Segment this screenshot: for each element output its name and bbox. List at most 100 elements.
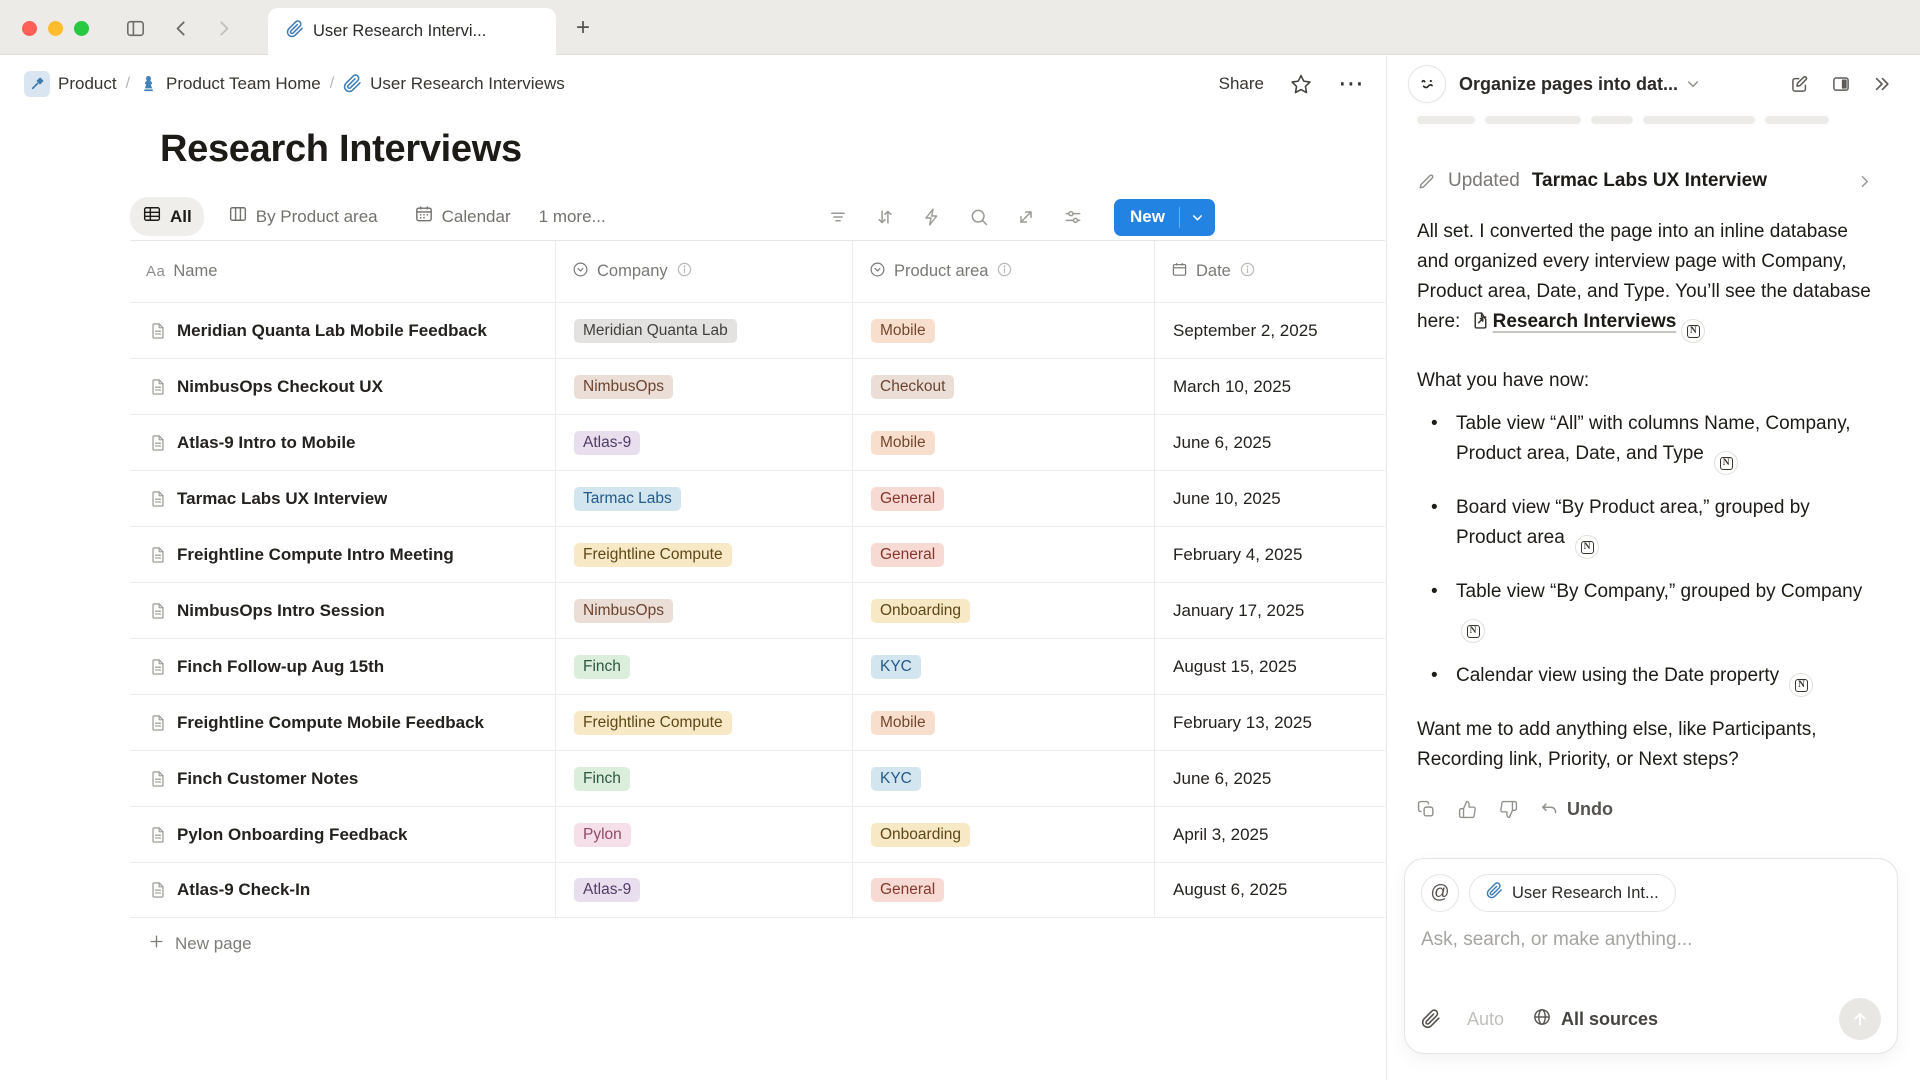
column-header-name[interactable]: Aa Name [130,241,556,302]
row-company-cell[interactable]: Finch [556,639,853,694]
thumbs-up-icon[interactable] [1458,800,1477,819]
row-date-cell[interactable]: January 17, 2025 [1155,583,1385,638]
expand-icon[interactable] [1016,207,1036,227]
chevron-down-icon[interactable] [1685,76,1701,92]
row-company-cell[interactable]: Tarmac Labs [556,471,853,526]
more-options-button[interactable]: ⋯ [1338,68,1365,98]
share-button[interactable]: Share [1218,73,1264,93]
row-date-cell[interactable]: February 4, 2025 [1155,527,1385,582]
browser-tab[interactable]: User Research Intervi... [268,8,556,55]
table-row[interactable]: Pylon Onboarding Feedback Pylon Onboardi… [130,806,1385,862]
row-name-cell[interactable]: NimbusOps Checkout UX [130,359,556,414]
undo-button[interactable]: Undo [1540,799,1613,820]
row-date-cell[interactable]: August 15, 2025 [1155,639,1385,694]
row-date-cell[interactable]: April 3, 2025 [1155,807,1385,862]
row-product-area-cell[interactable]: General [853,863,1155,917]
table-row[interactable]: Freightline Compute Mobile Feedback Frei… [130,694,1385,750]
row-product-area-cell[interactable]: KYC [853,751,1155,806]
breadcrumb-item-user-research-interviews[interactable]: User Research Interviews [343,74,565,94]
zoom-window-button[interactable] [74,21,89,36]
row-name-cell[interactable]: Atlas-9 Intro to Mobile [130,415,556,470]
row-company-cell[interactable]: NimbusOps [556,359,853,414]
minimize-window-button[interactable] [48,21,63,36]
column-header-product-area[interactable]: Product area [853,241,1155,302]
attach-icon[interactable] [1421,1009,1441,1029]
table-row[interactable]: Finch Follow-up Aug 15th Finch KYC Augus… [130,638,1385,694]
row-product-area-cell[interactable]: Onboarding [853,583,1155,638]
row-company-cell[interactable]: Finch [556,751,853,806]
row-product-area-cell[interactable]: Mobile [853,695,1155,750]
row-date-cell[interactable]: September 2, 2025 [1155,303,1385,358]
row-date-cell[interactable]: March 10, 2025 [1155,359,1385,414]
row-name-cell[interactable]: Meridian Quanta Lab Mobile Feedback [130,303,556,358]
notion-page-badge-icon[interactable]: N [1461,619,1485,643]
updated-page-chip[interactable]: Updated Tarmac Labs UX Interview [1417,170,1874,192]
breadcrumb-item-product-team-home[interactable]: Product Team Home [139,74,321,94]
table-row[interactable]: Tarmac Labs UX Interview Tarmac Labs Gen… [130,470,1385,526]
row-name-cell[interactable]: Finch Customer Notes [130,751,556,806]
row-date-cell[interactable]: August 6, 2025 [1155,863,1385,917]
row-company-cell[interactable]: Pylon [556,807,853,862]
info-icon[interactable] [676,261,693,283]
context-page-chip[interactable]: User Research Int... [1469,874,1676,912]
table-row[interactable]: NimbusOps Intro Session NimbusOps Onboar… [130,582,1385,638]
row-product-area-cell[interactable]: General [853,471,1155,526]
view-settings-icon[interactable] [1063,207,1083,227]
notion-page-badge-icon[interactable]: N [1575,535,1600,559]
ai-chat-scroll-area[interactable]: Updated Tarmac Labs UX Interview All set… [1387,112,1920,858]
new-chat-compose-icon[interactable] [1790,74,1810,94]
mention-button[interactable]: @ [1421,874,1459,912]
forward-button[interactable] [210,16,236,40]
row-company-cell[interactable]: Freightline Compute [556,695,853,750]
row-date-cell[interactable]: June 10, 2025 [1155,471,1385,526]
row-name-cell[interactable]: Freightline Compute Intro Meeting [130,527,556,582]
row-date-cell[interactable]: February 13, 2025 [1155,695,1385,750]
row-name-cell[interactable]: Freightline Compute Mobile Feedback [130,695,556,750]
search-icon[interactable] [969,207,989,227]
favorite-star-icon[interactable] [1290,73,1312,95]
view-tab-by-product-area[interactable]: By Product area [216,197,390,236]
row-product-area-cell[interactable]: General [853,527,1155,582]
all-sources-button[interactable]: All sources [1532,1007,1658,1032]
row-company-cell[interactable]: Meridian Quanta Lab [556,303,853,358]
row-product-area-cell[interactable]: Checkout [853,359,1155,414]
research-interviews-link[interactable]: Research Interviews [1492,311,1677,332]
row-name-cell[interactable]: Pylon Onboarding Feedback [130,807,556,862]
column-header-date[interactable]: Date [1155,241,1385,302]
new-button-caret-icon[interactable] [1180,210,1215,225]
view-tab-more[interactable]: 1 more... [538,206,606,226]
row-product-area-cell[interactable]: Onboarding [853,807,1155,862]
row-name-cell[interactable]: Atlas-9 Check-In [130,863,556,917]
table-row[interactable]: Freightline Compute Intro Meeting Freigh… [130,526,1385,582]
row-name-cell[interactable]: Finch Follow-up Aug 15th [130,639,556,694]
toggle-sidebar-icon[interactable] [122,16,148,40]
row-name-cell[interactable]: Tarmac Labs UX Interview [130,471,556,526]
view-tab-all[interactable]: All [130,197,204,236]
row-company-cell[interactable]: Atlas-9 [556,863,853,917]
table-row[interactable]: Finch Customer Notes Finch KYC June 6, 2… [130,750,1385,806]
notion-page-badge-icon[interactable]: N [1789,673,1814,697]
automation-bolt-icon[interactable] [922,207,942,227]
row-company-cell[interactable]: NimbusOps [556,583,853,638]
row-product-area-cell[interactable]: Mobile [853,415,1155,470]
table-row[interactable]: Meridian Quanta Lab Mobile Feedback Meri… [130,302,1385,358]
new-page-button[interactable]: New page [130,918,1385,970]
copy-icon[interactable] [1417,800,1436,819]
ai-composer[interactable]: @ User Research Int... Auto [1404,858,1898,1054]
row-name-cell[interactable]: NimbusOps Intro Session [130,583,556,638]
notion-page-badge-icon[interactable]: N [1714,451,1739,475]
close-window-button[interactable] [22,21,37,36]
column-header-company[interactable]: Company [556,241,853,302]
table-row[interactable]: Atlas-9 Check-In Atlas-9 General August … [130,862,1385,918]
filter-icon[interactable] [828,207,848,227]
ai-prompt-input[interactable] [1421,929,1881,951]
row-date-cell[interactable]: June 6, 2025 [1155,751,1385,806]
info-icon[interactable] [996,261,1013,283]
info-icon[interactable] [1239,261,1256,283]
row-product-area-cell[interactable]: KYC [853,639,1155,694]
new-button[interactable]: New [1114,198,1215,236]
back-button[interactable] [168,16,194,40]
notion-page-badge-icon[interactable]: N [1681,319,1706,343]
row-company-cell[interactable]: Freightline Compute [556,527,853,582]
new-tab-button[interactable]: + [575,14,590,41]
